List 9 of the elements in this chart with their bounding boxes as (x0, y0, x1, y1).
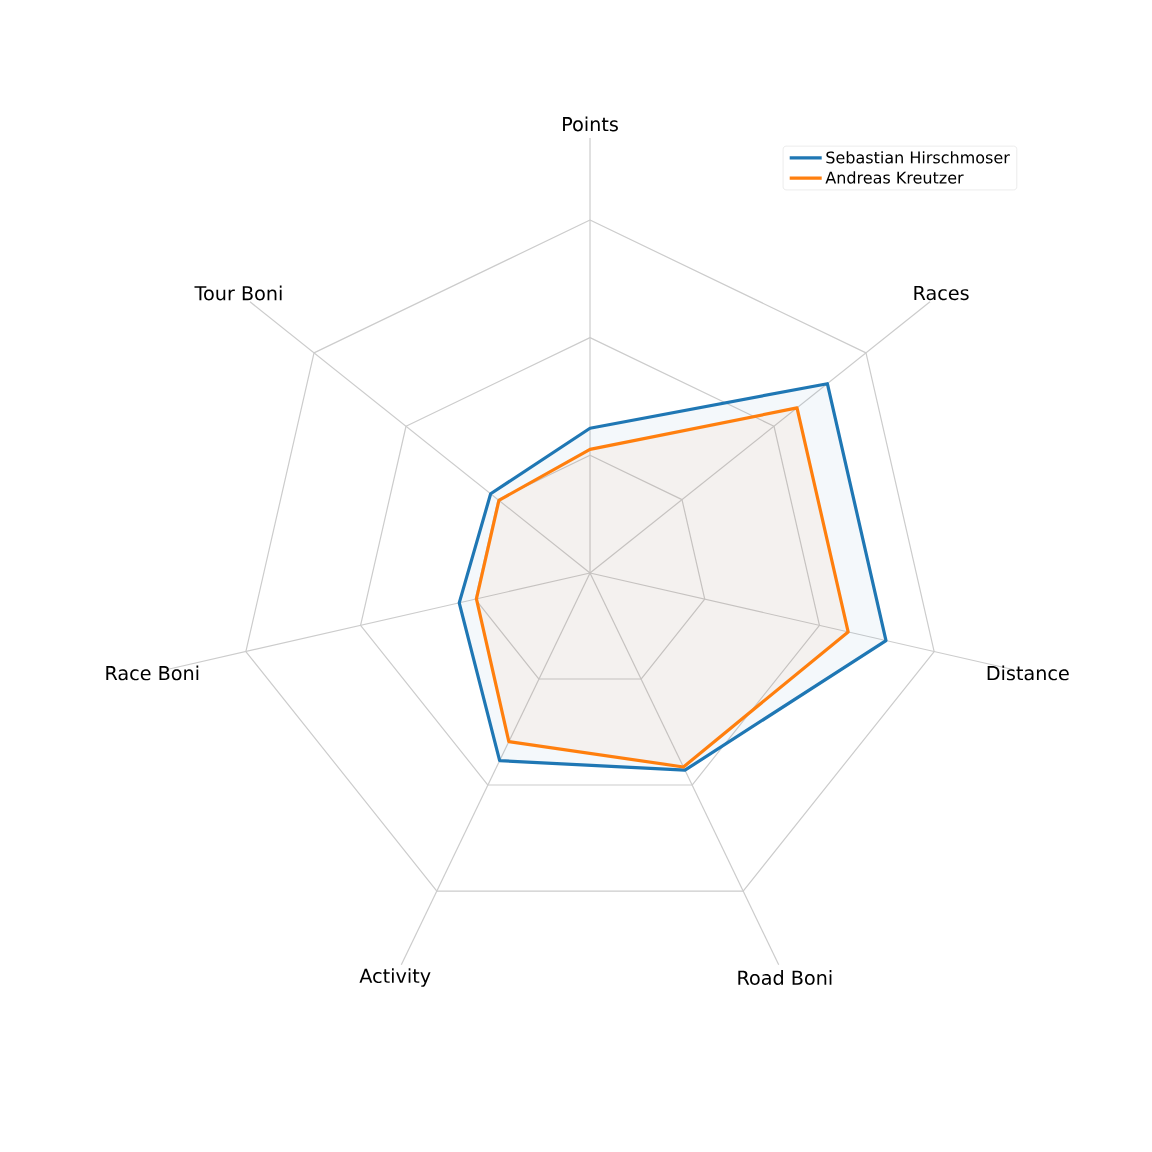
spoke-label: Race Boni (106, 665, 199, 681)
spoke-label: Distance (987, 665, 1069, 681)
spoke-label: Points (563, 116, 618, 132)
spoke-label: Races (914, 285, 969, 301)
legend-label: Sebastian Hirschmoser (826, 151, 1010, 164)
spoke-label: Tour Boni (194, 285, 282, 301)
spoke-label: Activity (359, 968, 431, 987)
spoke-label: Road Boni (738, 970, 832, 985)
legend-label: Andreas Kreutzer (825, 171, 964, 184)
